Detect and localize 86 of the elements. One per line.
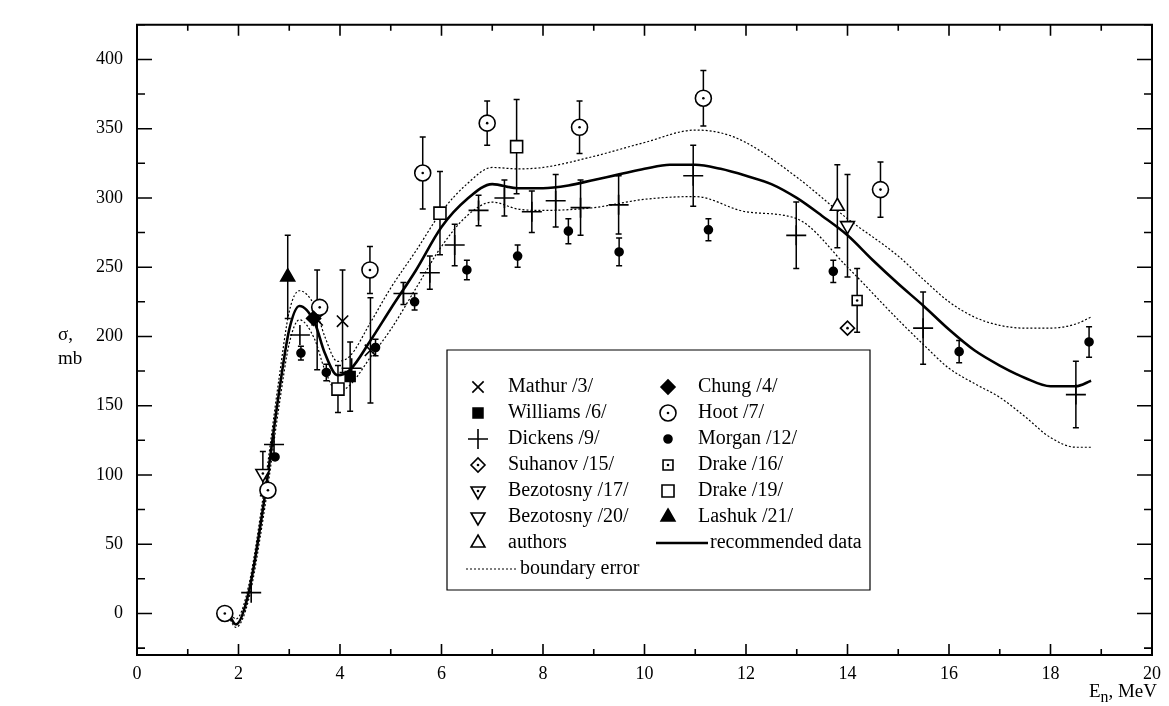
legend-label: Dickens /9/ xyxy=(508,426,601,449)
x-tick-label: 2 xyxy=(234,662,243,683)
x-tick-label: 10 xyxy=(635,662,654,683)
legend-label: authors xyxy=(508,530,568,553)
point xyxy=(344,370,356,383)
point xyxy=(255,468,271,483)
point xyxy=(521,200,543,223)
point xyxy=(1084,337,1094,347)
point xyxy=(1065,383,1087,406)
point xyxy=(392,282,415,305)
y-tick-label: 300 xyxy=(96,186,123,207)
point xyxy=(785,224,808,247)
legend-label: Morgan /12/ xyxy=(698,426,798,450)
point xyxy=(413,164,432,182)
point xyxy=(331,382,345,396)
point xyxy=(270,452,280,462)
point xyxy=(828,266,839,277)
point xyxy=(569,196,592,219)
point xyxy=(263,433,285,456)
legend-label: Hoot /7/ xyxy=(698,400,765,423)
y-tick-label: 250 xyxy=(96,255,123,276)
legend-label: Bezotosny /20/ xyxy=(508,504,629,528)
x-tick-label: 18 xyxy=(1041,662,1060,683)
point xyxy=(280,268,296,282)
legend-label: Mathur /3/ xyxy=(508,374,594,397)
point xyxy=(361,261,379,279)
point xyxy=(433,206,447,220)
point xyxy=(216,604,234,623)
x-tick-label: 20 xyxy=(1143,662,1161,683)
point xyxy=(954,346,964,357)
legend-label: recommended data xyxy=(710,530,862,553)
point xyxy=(419,261,441,284)
x-tick-label: 14 xyxy=(838,662,857,683)
point xyxy=(462,265,472,275)
point xyxy=(310,313,324,327)
point xyxy=(467,199,490,222)
point xyxy=(694,89,713,108)
x-tick-label: 12 xyxy=(737,662,755,683)
point xyxy=(871,180,890,199)
legend-label: Suhanov /15/ xyxy=(508,452,615,475)
point xyxy=(310,298,329,317)
point xyxy=(851,294,863,307)
y-tick-label: 0 xyxy=(114,602,123,623)
legend-label: Drake /19/ xyxy=(698,478,784,501)
x-tick-label: 16 xyxy=(940,662,958,683)
y-tick-label: 400 xyxy=(96,48,123,69)
point xyxy=(839,220,856,235)
point xyxy=(240,581,262,604)
point xyxy=(703,224,714,235)
point xyxy=(839,320,856,336)
point xyxy=(607,194,630,216)
point xyxy=(409,297,420,307)
point xyxy=(544,189,567,212)
y-tick-label: 350 xyxy=(96,117,123,138)
legend-label: boundary error xyxy=(520,556,640,580)
point xyxy=(682,164,705,187)
point xyxy=(363,343,377,357)
x-axis-title: E$_{n}$, MeV xyxy=(1088,680,1157,706)
legend-label: Lashuk /21/ xyxy=(698,504,794,527)
x-tick-label: 6 xyxy=(437,662,446,683)
y-tick-label: 150 xyxy=(96,394,123,415)
point xyxy=(912,317,934,339)
point xyxy=(289,324,311,346)
point xyxy=(321,367,332,378)
y-tick-label: 50 xyxy=(105,532,123,553)
legend-label: Chung /4/ xyxy=(698,374,778,398)
point xyxy=(509,139,524,154)
y-tick-label: 100 xyxy=(96,463,123,484)
x-tick-label: 8 xyxy=(538,662,548,683)
point xyxy=(829,197,846,212)
point xyxy=(493,187,516,209)
y-tick-label: 200 xyxy=(96,325,123,346)
point xyxy=(512,251,523,261)
x-tick-label: 4 xyxy=(335,662,345,683)
legend-label: Drake /16/ xyxy=(698,452,784,475)
legend-label: Bezotosny /17/ xyxy=(508,478,629,502)
y-axis-title: σ, mb xyxy=(58,322,83,370)
legend-label: Williams /6/ xyxy=(508,400,608,423)
point xyxy=(563,226,574,236)
point xyxy=(570,118,589,137)
point xyxy=(259,481,277,499)
point xyxy=(336,314,349,328)
point xyxy=(478,114,496,132)
x-tick-label: 0 xyxy=(132,662,142,683)
point xyxy=(443,234,466,256)
point xyxy=(614,247,624,257)
